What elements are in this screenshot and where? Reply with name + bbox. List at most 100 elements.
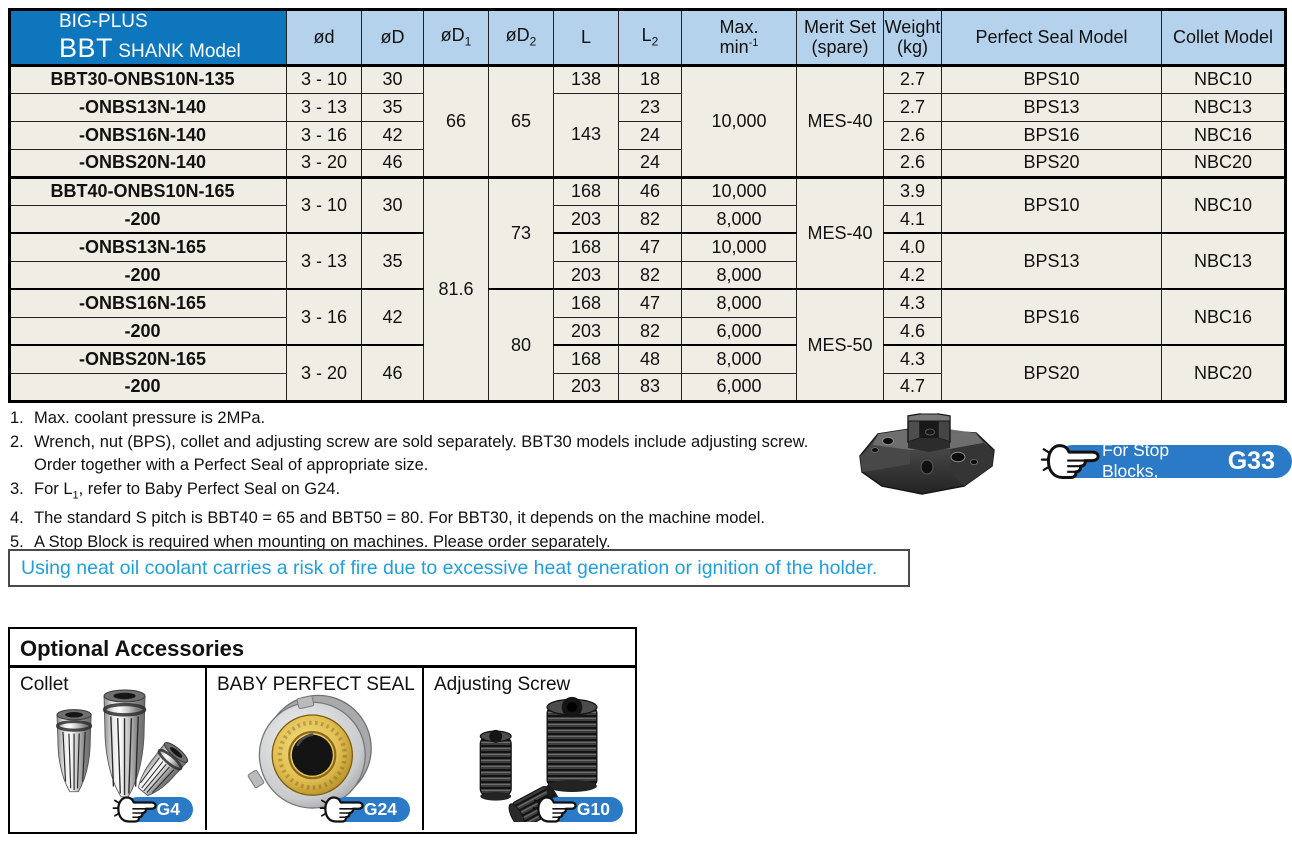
col-header-weight: Weight (kg) xyxy=(883,9,942,67)
collet-cell: NBC13 xyxy=(1161,232,1286,290)
od-cell: 3 - 20 xyxy=(286,148,362,178)
table-row: -ONBS20N-165 3 - 20 46 168 48 8,000 4.3 … xyxy=(9,344,1286,402)
col-header-collet-model: Collet Model xyxy=(1161,9,1286,67)
weight-cell: 4.2 xyxy=(883,260,942,290)
merit-cell: MES-40 xyxy=(796,175,884,290)
L2-cell: 24 xyxy=(618,148,682,178)
weight-cell: 2.7 xyxy=(883,64,942,94)
collet-cell: NBC16 xyxy=(1161,288,1286,346)
adjusting-screw-panel: Adjusting Screw xyxy=(424,668,635,830)
oD1-cell: 66 xyxy=(423,64,489,178)
od-cell: 3 - 10 xyxy=(286,64,362,94)
weight-cell: 2.7 xyxy=(883,92,942,122)
model-cell: -ONBS20N-165 xyxy=(9,344,287,374)
L-cell: 203 xyxy=(553,372,619,402)
L2-cell: 82 xyxy=(618,260,682,290)
table-row: -200 203 82 8,000 4.1 xyxy=(9,204,1286,234)
model-cell: BBT40-ONBS10N-165 xyxy=(9,175,287,206)
table-row: -ONBS16N-140 3 - 16 42 24 2.6 BPS16 NBC1… xyxy=(9,120,1286,150)
weight-cell: 4.6 xyxy=(883,316,942,346)
brand-line1: BIG-PLUS xyxy=(59,11,148,32)
optional-accessories-body: Collet xyxy=(10,668,635,830)
footnote-text: The standard S pitch is BBT40 = 65 and B… xyxy=(34,509,766,528)
L2-cell: 48 xyxy=(618,344,682,374)
col-header-L2: L2 xyxy=(618,9,682,67)
col-header-perfect-seal: Perfect Seal Model xyxy=(941,9,1162,67)
footnote-3: 3. For L1, refer to Baby Perfect Seal on… xyxy=(10,478,808,508)
col-header-oD: øD xyxy=(361,9,424,67)
baby-perfect-seal-page-link[interactable]: G24 xyxy=(332,797,410,822)
L2-cell: 83 xyxy=(618,372,682,402)
baby-perfect-seal-panel: BABY PERFECT SEAL xyxy=(207,668,424,830)
max-cell: 6,000 xyxy=(681,372,797,402)
col-header-od: ød xyxy=(286,9,362,67)
footnotes: 1. Max. coolant pressure is 2MPa. 2. Wre… xyxy=(10,407,808,554)
weight-cell: 4.3 xyxy=(883,344,942,374)
footnote-text: A Stop Block is required when mounting o… xyxy=(34,532,611,551)
stop-blocks-page-link[interactable]: For Stop Blocks, G33 xyxy=(1056,440,1292,481)
max-cell: 8,000 xyxy=(681,288,797,318)
collet-label: Collet xyxy=(20,674,69,695)
col-header-merit-set: Merit Set (spare) xyxy=(796,9,884,67)
oD2-cell: 73 xyxy=(488,175,554,290)
col-header-max-min: Max. min-1 xyxy=(681,9,797,67)
seal-cell: BPS16 xyxy=(941,120,1162,150)
oD2-cell: 80 xyxy=(488,288,554,402)
merit-cell: MES-50 xyxy=(796,288,884,402)
od-cell: 3 - 13 xyxy=(286,232,362,290)
collet-cell: NBC20 xyxy=(1161,148,1286,178)
adjusting-screw-page-link[interactable]: G10 xyxy=(545,797,623,822)
od-cell: 3 - 16 xyxy=(286,120,362,150)
weight-cell: 4.3 xyxy=(883,288,942,318)
L2-cell: 82 xyxy=(618,316,682,346)
seal-cell: BPS20 xyxy=(941,148,1162,178)
table-row: -ONBS16N-165 3 - 16 42 80 168 47 8,000 M… xyxy=(9,288,1286,402)
model-cell: -200 xyxy=(9,316,287,346)
collet-panel: Collet xyxy=(10,668,207,830)
model-cell: -ONBS16N-165 xyxy=(9,288,287,318)
oD2-cell: 65 xyxy=(488,64,554,178)
header-row: BIG-PLUS BBT SHANK Model ød øD øD1 øD2 L… xyxy=(9,9,1286,67)
L-cell: 168 xyxy=(553,288,619,318)
collet-cell: NBC10 xyxy=(1161,64,1286,94)
weight-cell: 4.1 xyxy=(883,204,942,234)
oD1-cell: 81.6 xyxy=(423,175,489,402)
adjusting-screw-label: Adjusting Screw xyxy=(434,674,571,695)
footnote-4: 4. The standard S pitch is BBT40 = 65 an… xyxy=(10,507,808,531)
L-cell: 168 xyxy=(553,232,619,262)
oD-cell: 42 xyxy=(361,120,424,150)
weight-cell: 2.6 xyxy=(883,148,942,178)
footnote-5: 5. A Stop Block is required when mountin… xyxy=(10,531,808,555)
collet-cell: NBC16 xyxy=(1161,120,1286,150)
brand-line2: BBT SHANK Model xyxy=(59,32,241,63)
baby-perfect-seal-page-number: G24 xyxy=(363,799,397,819)
weight-cell: 3.9 xyxy=(883,175,942,206)
L-cell: 168 xyxy=(553,344,619,374)
max-cell: 10,000 xyxy=(681,232,797,262)
footnote-number: 1. xyxy=(10,409,24,427)
L2-cell: 47 xyxy=(618,232,682,262)
max-cell: 8,000 xyxy=(681,260,797,290)
fire-warning-text: Using neat oil coolant carries a risk of… xyxy=(21,556,878,579)
collet-cell: NBC13 xyxy=(1161,92,1286,122)
adjusting-screw-page-number: G10 xyxy=(576,799,610,819)
col-header-oD2: øD2 xyxy=(488,9,554,67)
footnote-number: 2. xyxy=(10,432,24,451)
model-cell: -ONBS13N-165 xyxy=(9,232,287,262)
stop-block-image xyxy=(859,413,995,495)
collet-image xyxy=(55,689,189,798)
model-cell: -ONBS13N-140 xyxy=(9,92,287,122)
L-cell: 203 xyxy=(553,260,619,290)
footnote-text: For L1, refer to Baby Perfect Seal on G2… xyxy=(34,479,341,501)
table-row: -200 203 82 6,000 4.6 xyxy=(9,316,1286,346)
spec-table: BIG-PLUS BBT SHANK Model ød øD øD1 øD2 L… xyxy=(8,8,1287,403)
weight-cell: 4.0 xyxy=(883,232,942,262)
collet-cell: NBC20 xyxy=(1161,344,1286,402)
footnote-2: 2. Wrench, nut (BPS), collet and adjusti… xyxy=(10,431,808,478)
od-cell: 3 - 10 xyxy=(286,175,362,234)
od-cell: 3 - 20 xyxy=(286,344,362,402)
table-row: BBT40-ONBS10N-165 3 - 10 30 81.6 73 168 … xyxy=(9,175,1286,402)
table-row: -ONBS20N-140 3 - 20 46 24 2.6 BPS20 NBC2… xyxy=(9,148,1286,178)
collet-page-link[interactable]: G4 xyxy=(125,797,193,822)
